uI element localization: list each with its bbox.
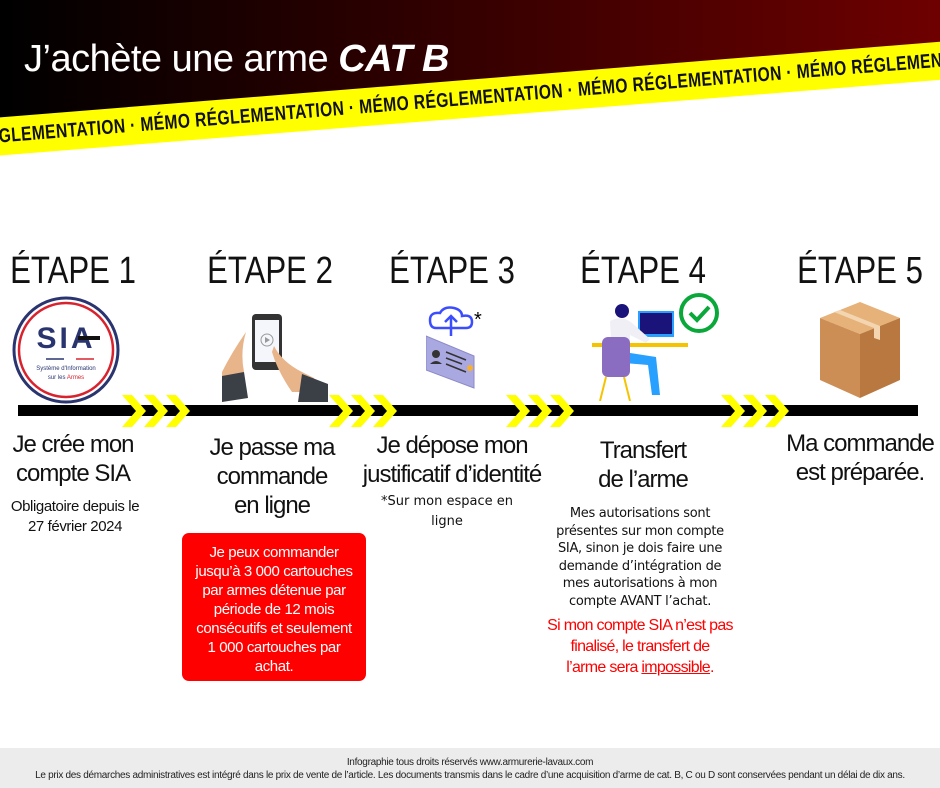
chevrons-icon bbox=[506, 395, 574, 427]
page-title: J’achète une arme CAT B bbox=[24, 38, 449, 80]
step-2-label: ÉTAPE 2 bbox=[207, 250, 333, 292]
step-3-note: *Sur mon espace en ligne bbox=[381, 494, 513, 529]
step-5-title: Ma commande est préparée. bbox=[786, 430, 935, 486]
footer: Infographie tous droits réservés www.arm… bbox=[0, 748, 940, 788]
smartphone-hands-icon bbox=[222, 314, 328, 402]
timeline-line bbox=[18, 405, 918, 416]
svg-text:sur les Armes: sur les Armes bbox=[48, 375, 84, 381]
package-box-icon bbox=[820, 302, 900, 398]
step-2-title: Je passe ma commande en ligne bbox=[209, 434, 335, 519]
svg-text:Système d'Information: Système d'Information bbox=[36, 366, 96, 372]
step-1-note: Obligatoire depuis le 27 février 2024 bbox=[10, 498, 140, 535]
step-1-label: ÉTAPE 1 bbox=[10, 250, 136, 292]
cartridge-limit-alert: Je peux commander jusqu’à 3 000 cartouche… bbox=[182, 533, 366, 681]
sia-logo: SIA Système d'Information sur les Armes bbox=[12, 296, 120, 404]
svg-text:*: * bbox=[474, 309, 482, 331]
step-4-label: ÉTAPE 4 bbox=[580, 250, 706, 292]
step-5-label: ÉTAPE 5 bbox=[797, 250, 923, 292]
step-1-title: Je crée mon compte SIA bbox=[12, 431, 134, 487]
step-4-note: Mes autorisations sont présentes sur mon … bbox=[556, 506, 724, 609]
step-4-title: Transfert de l’arme bbox=[598, 437, 689, 493]
person-at-computer-icon bbox=[592, 293, 719, 401]
step-4-warning: Si mon compte SIA n’est pas finalisé, le … bbox=[547, 617, 733, 676]
step-3-title: Je dépose mon justificatif d’identité bbox=[362, 432, 542, 488]
step-3-label: ÉTAPE 3 bbox=[389, 250, 515, 292]
chevrons-icon bbox=[721, 395, 789, 427]
chevrons-icon bbox=[122, 395, 190, 427]
chevrons-icon bbox=[329, 395, 397, 427]
id-card-upload-icon: * bbox=[426, 306, 482, 389]
